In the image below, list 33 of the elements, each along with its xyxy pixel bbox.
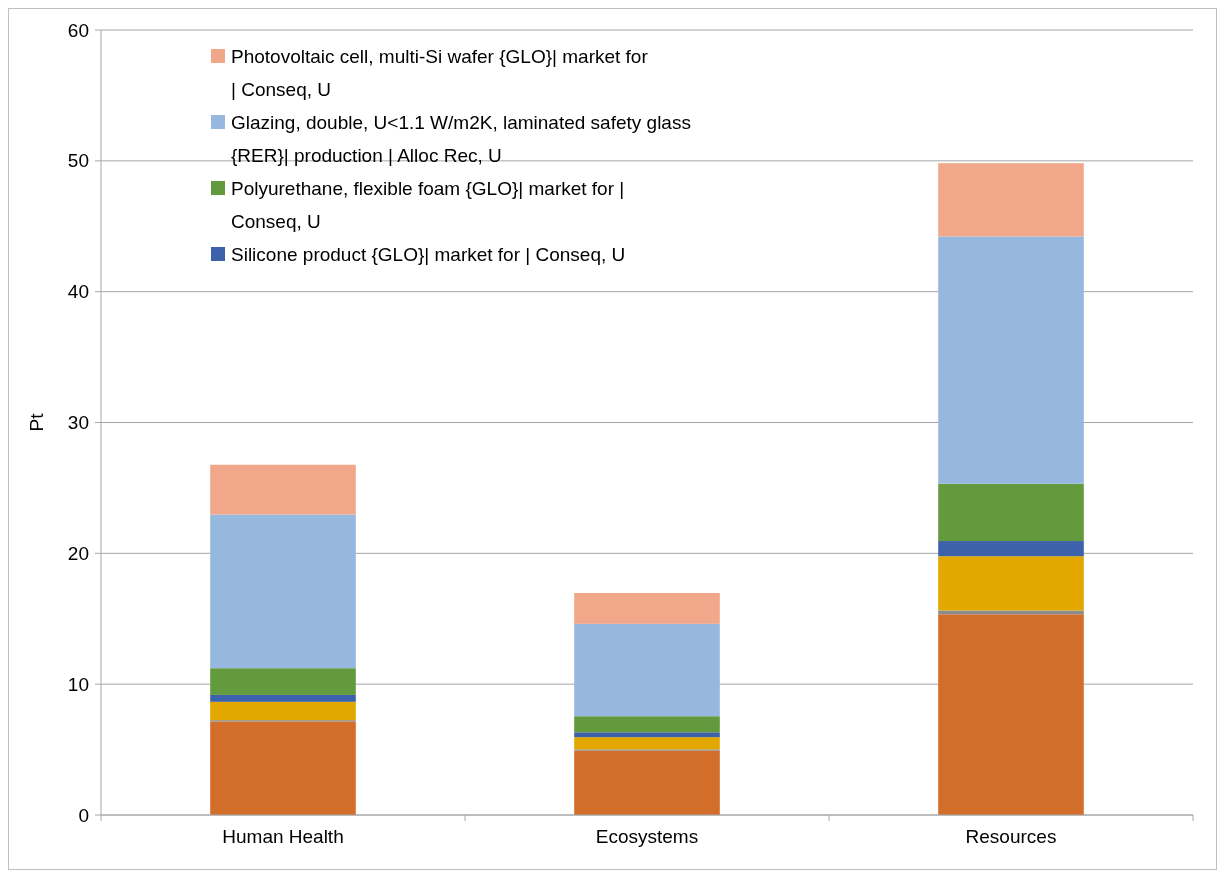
bar (210, 514, 356, 669)
y-tick-label: 60 (67, 19, 89, 41)
y-tick-label: 10 (67, 673, 89, 695)
bar (938, 614, 1084, 815)
bar (574, 716, 720, 733)
legend-label: Silicone product {GLO}| market for | Conseq, U (231, 243, 626, 265)
bar (938, 483, 1084, 542)
bar (574, 737, 720, 750)
legend-label: Photovoltaic cell, multi-Si wafer {GLO}| market for | Conseq, U (231, 45, 649, 100)
bar (210, 464, 356, 515)
bar (210, 694, 356, 702)
legend-label: Glazing, double, U<1.1 W/m2K, laminated safety glass {RER}| production | Alloc Rec, U (231, 111, 691, 166)
y-tick-label: 20 (67, 542, 89, 564)
x-tick-label: Resources (965, 826, 1057, 847)
bar (574, 592, 720, 624)
x-tick-label: Human Health (222, 826, 344, 847)
legend-label: Polyurethane, flexible foam {GLO}| market for | Conseq, U (231, 177, 625, 232)
y-axis-title: Pt (26, 412, 47, 432)
y-tick-label: 30 (67, 412, 89, 434)
y-tick-label: 40 (67, 281, 89, 303)
y-tick-label: 0 (78, 804, 89, 826)
bar (210, 721, 356, 815)
bar (574, 732, 720, 738)
y-tick-label: 50 (67, 150, 89, 172)
bar (938, 163, 1084, 237)
bar (938, 541, 1084, 557)
bar (574, 623, 720, 717)
bar (210, 701, 356, 721)
bar (210, 668, 356, 695)
bar (938, 556, 1084, 611)
x-tick-label: Ecosystems (595, 826, 699, 847)
bar (938, 236, 1084, 484)
bar (574, 750, 720, 815)
